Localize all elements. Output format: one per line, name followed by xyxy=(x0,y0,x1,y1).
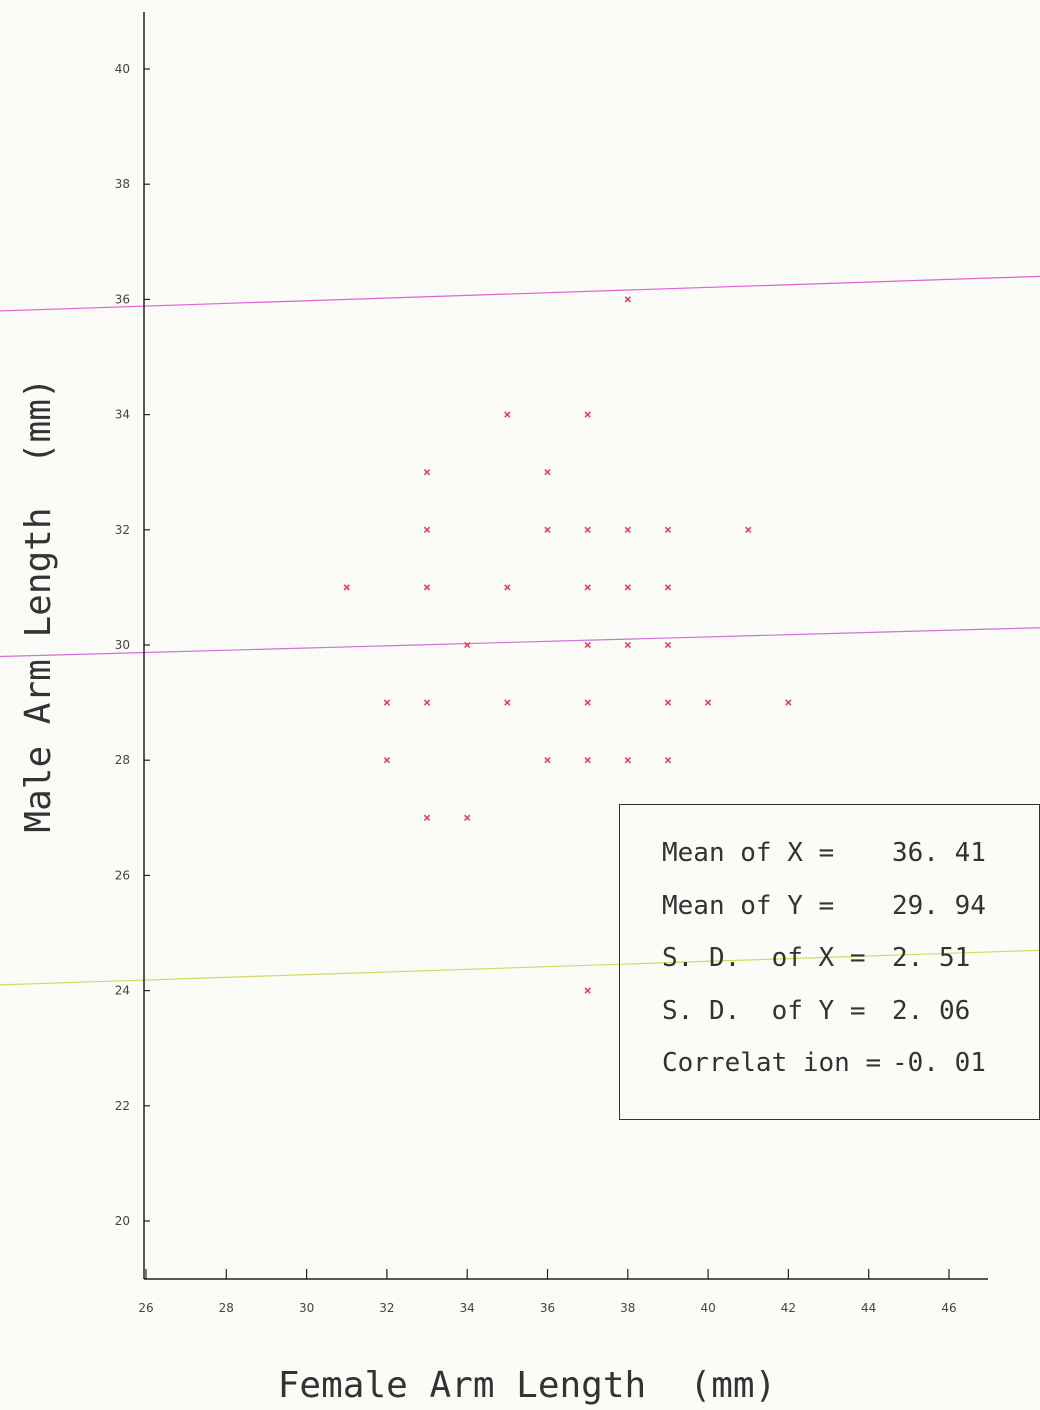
x-tick-label: 42 xyxy=(781,1301,796,1315)
x-ticks: 26 28 30 32 34 36 38 40 42 44 46 xyxy=(138,1269,957,1315)
stat-label: Mean of Y = xyxy=(662,890,835,921)
data-point xyxy=(544,757,551,764)
stat-label: Mean of X = xyxy=(662,838,835,868)
y-tick-label: 26 xyxy=(115,868,130,882)
x-tick-label: 32 xyxy=(379,1301,394,1315)
stat-label: S. D. of X = xyxy=(662,943,866,973)
reference-line xyxy=(0,275,1040,312)
stat-label: S. D. of Y = xyxy=(662,995,866,1026)
x-tick-label: 34 xyxy=(460,1301,475,1315)
y-tick-label: 34 xyxy=(115,408,130,422)
y-tick-label: 30 xyxy=(115,638,130,652)
x-axis-title: Female Arm Length (mm) xyxy=(278,1365,777,1406)
reference-line xyxy=(0,627,1040,658)
data-point xyxy=(664,757,672,764)
data-point xyxy=(504,699,511,706)
data-point xyxy=(464,814,471,821)
stat-value: 2. 51 xyxy=(892,943,971,973)
reference-line xyxy=(0,949,1040,986)
x-tick-label: 38 xyxy=(620,1301,635,1315)
data-point xyxy=(584,699,591,706)
data-point xyxy=(785,699,792,706)
stat-row: Correlat ion = -0. 01 xyxy=(662,1048,986,1078)
y-tick-label: 36 xyxy=(115,292,130,306)
stat-row: Mean of X = 36. 41 xyxy=(662,838,986,868)
data-point xyxy=(624,584,631,591)
x-tick-label: 30 xyxy=(299,1301,314,1315)
data-point xyxy=(664,584,672,591)
stat-row: Mean of Y = 29. 94 xyxy=(662,891,986,921)
reference-lines xyxy=(0,275,1040,986)
data-point xyxy=(544,526,551,533)
data-point xyxy=(664,641,672,649)
y-tick-label: 22 xyxy=(115,1099,130,1113)
data-point xyxy=(624,757,631,764)
data-point xyxy=(664,699,672,706)
data-point xyxy=(624,296,631,303)
y-tick-label: 38 xyxy=(115,177,130,191)
stat-row: S. D. of Y = 2. 06 xyxy=(662,996,970,1026)
data-point xyxy=(624,526,631,533)
x-tick-label: 40 xyxy=(700,1301,715,1315)
data-point xyxy=(584,757,591,764)
data-point xyxy=(584,526,591,533)
stat-value: -0. 01 xyxy=(892,1048,986,1078)
data-point xyxy=(745,526,752,533)
statistics-box: Mean of X = 36. 41 Mean of Y = 29. 94 S. D. … xyxy=(619,804,1040,1120)
y-tick-label: 24 xyxy=(115,984,130,998)
x-tick-label: 36 xyxy=(540,1301,555,1315)
stat-value: 36. 41 xyxy=(892,838,986,868)
data-point xyxy=(584,584,591,591)
data-point xyxy=(664,526,672,533)
data-point xyxy=(504,584,511,591)
data-points xyxy=(343,296,792,994)
y-tick-label: 20 xyxy=(115,1214,130,1228)
y-tick-label: 32 xyxy=(115,523,130,537)
data-point xyxy=(423,469,431,476)
data-point xyxy=(584,641,591,649)
x-tick-label: 28 xyxy=(219,1301,234,1315)
x-tick-label: 44 xyxy=(861,1301,876,1315)
x-tick-label: 46 xyxy=(941,1301,956,1315)
data-point xyxy=(383,757,391,764)
stat-value: 29. 94 xyxy=(892,890,986,921)
x-tick-label: 26 xyxy=(138,1301,153,1315)
data-point xyxy=(423,584,431,591)
data-point xyxy=(504,411,511,418)
data-point xyxy=(704,699,712,706)
data-point xyxy=(383,699,391,706)
data-point xyxy=(423,814,431,821)
stat-row: S. D. of X = 2. 51 xyxy=(662,943,970,973)
y-tick-label: 40 xyxy=(115,62,130,76)
data-point xyxy=(343,584,350,591)
y-tick-label: 28 xyxy=(115,753,130,767)
stat-value: 2. 06 xyxy=(892,995,971,1026)
stat-label: Correlat ion = xyxy=(662,1048,882,1078)
y-axis-title: Male Arm Length (mm) xyxy=(18,377,59,832)
data-point xyxy=(423,699,431,706)
data-point xyxy=(423,526,431,533)
data-point xyxy=(624,641,631,649)
data-point xyxy=(584,987,591,994)
data-point xyxy=(584,411,591,418)
data-point xyxy=(464,641,471,649)
y-ticks: 20 22 24 26 28 30 32 34 36 38 40 xyxy=(115,62,150,1228)
data-point xyxy=(544,469,551,476)
